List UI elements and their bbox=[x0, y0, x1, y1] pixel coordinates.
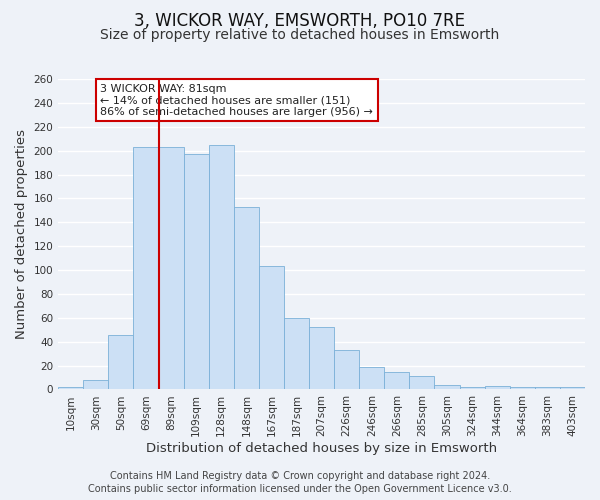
Text: Size of property relative to detached houses in Emsworth: Size of property relative to detached ho… bbox=[100, 28, 500, 42]
Bar bbox=[510, 387, 535, 390]
Bar bbox=[133, 147, 158, 390]
Y-axis label: Number of detached properties: Number of detached properties bbox=[15, 129, 28, 339]
Bar bbox=[83, 380, 109, 390]
Bar bbox=[434, 384, 460, 390]
Bar bbox=[535, 387, 560, 390]
Bar bbox=[109, 334, 133, 390]
X-axis label: Distribution of detached houses by size in Emsworth: Distribution of detached houses by size … bbox=[146, 442, 497, 455]
Bar bbox=[158, 147, 184, 390]
Text: 3 WICKOR WAY: 81sqm
← 14% of detached houses are smaller (151)
86% of semi-detac: 3 WICKOR WAY: 81sqm ← 14% of detached ho… bbox=[100, 84, 373, 117]
Bar bbox=[359, 367, 385, 390]
Bar bbox=[560, 387, 585, 390]
Text: 3, WICKOR WAY, EMSWORTH, PO10 7RE: 3, WICKOR WAY, EMSWORTH, PO10 7RE bbox=[134, 12, 466, 30]
Bar bbox=[259, 266, 284, 390]
Bar bbox=[309, 328, 334, 390]
Bar bbox=[385, 372, 409, 390]
Bar bbox=[58, 387, 83, 390]
Bar bbox=[234, 207, 259, 390]
Text: Contains HM Land Registry data © Crown copyright and database right 2024.: Contains HM Land Registry data © Crown c… bbox=[110, 471, 490, 481]
Text: Contains public sector information licensed under the Open Government Licence v3: Contains public sector information licen… bbox=[88, 484, 512, 494]
Bar bbox=[460, 387, 485, 390]
Bar bbox=[485, 386, 510, 390]
Bar bbox=[284, 318, 309, 390]
Bar bbox=[209, 144, 234, 390]
Bar bbox=[334, 350, 359, 390]
Bar bbox=[409, 376, 434, 390]
Bar bbox=[184, 154, 209, 390]
